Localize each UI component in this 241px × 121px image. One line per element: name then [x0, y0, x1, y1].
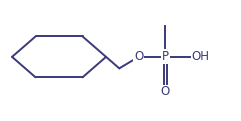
Text: P: P [161, 50, 169, 63]
Text: O: O [134, 50, 143, 63]
Text: OH: OH [192, 50, 210, 63]
Text: O: O [161, 85, 170, 98]
